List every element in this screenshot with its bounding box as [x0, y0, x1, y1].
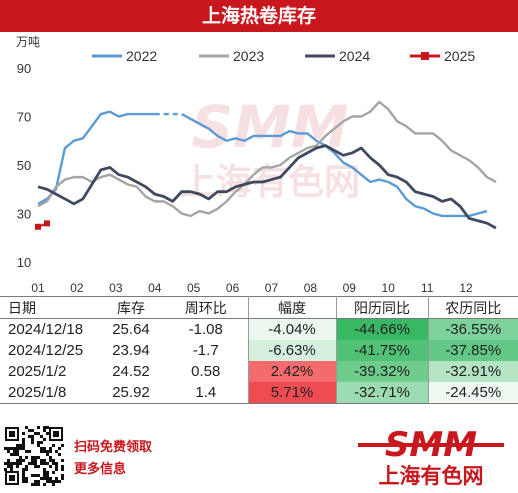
table-header-row: 日期 库存 周环比 幅度 阳历同比 农历同比: [0, 296, 518, 319]
header-wow: 周环比: [164, 296, 248, 319]
smm-watermark: SMM 上海有色网: [180, 93, 360, 203]
cell-lunar-yoy: -37.85%: [427, 340, 518, 361]
cell-solar-yoy: -44.66%: [335, 318, 428, 340]
x-tick-label: 09: [343, 281, 357, 294]
cell-amplitude: 2.42%: [247, 361, 336, 382]
y-tick-label: 10: [17, 255, 31, 270]
table-row: 2024/12/18 25.64 -1.08 -4.04% -44.66% -3…: [0, 318, 518, 340]
x-tick-label: 07: [265, 281, 279, 294]
x-tick-label: 01: [31, 281, 45, 294]
cell-wow: 0.58: [191, 363, 221, 380]
legend-label-2025: 2025: [444, 48, 475, 64]
series-2022-line: [181, 113, 488, 218]
x-tick-label: 04: [148, 281, 162, 294]
cell-wow: 1.4: [164, 382, 248, 404]
x-tick-label: 03: [109, 281, 123, 294]
header-inventory: 库存: [98, 296, 164, 319]
x-tick-label: 02: [70, 281, 84, 294]
x-tick-label: 08: [304, 281, 318, 294]
cell-date: 2025/1/2: [8, 363, 67, 380]
cell-solar-yoy: -32.71%: [335, 382, 428, 404]
y-tick-label: 90: [17, 61, 31, 76]
y-axis: 10 30 50 70 90: [17, 61, 31, 270]
x-axis: 01 02 03 04 05 06 07 08 09 10 11 12: [31, 281, 473, 294]
series-2022-line: [37, 110, 155, 205]
x-tick-label: 05: [187, 281, 201, 294]
cell-lunar-yoy: -36.55%: [427, 318, 518, 340]
cell-solar-yoy: -41.75%: [335, 340, 428, 361]
header-amplitude: 幅度: [247, 296, 336, 319]
cell-solar-yoy: -39.32%: [335, 361, 428, 382]
cell-inventory: 25.92: [98, 382, 164, 404]
inventory-line-chart: SMM 上海有色网 万吨 2022 2023 2024 2025 10 30 50 70 90…: [16, 35, 497, 294]
legend-label-2024: 2024: [339, 48, 370, 64]
smm-logo: SMM 上海有色网: [358, 426, 504, 488]
qr-code[interactable]: [4, 426, 64, 486]
legend-marker-2025: [421, 52, 429, 60]
inventory-table: 日期 库存 周环比 幅度 阳历同比 农历同比 2024/12/18 25.64 …: [0, 296, 518, 404]
table-row: 2025/1/8 25.92 1.4 5.71% -32.71% -24.45%: [0, 382, 518, 404]
series-2024-line: [37, 144, 497, 230]
x-tick-label: 12: [459, 281, 473, 294]
table-row: 2024/12/25 23.94 -1.7 -6.63% -41.75% -37…: [0, 340, 518, 361]
y-tick-label: 30: [17, 207, 31, 222]
promo-line-1[interactable]: 扫码免费领取: [74, 440, 153, 455]
cell-wow: -1.7: [192, 342, 219, 359]
cell-wow: -1.08: [188, 321, 223, 338]
cell-lunar-yoy: -32.91%: [427, 361, 518, 382]
logo-mark: SMM: [385, 426, 477, 465]
cell-lunar-yoy: -24.45%: [427, 382, 518, 404]
chart-title: 上海热卷库存: [201, 5, 316, 27]
logo-subtext: 上海有色网: [379, 464, 484, 488]
chart-title-banner: 上海热卷库存: [0, 0, 518, 32]
header-lunar-yoy: 农历同比: [427, 296, 518, 319]
cell-amplitude: 5.71%: [247, 382, 336, 404]
series-2023-line: [37, 100, 497, 218]
x-tick-label: 10: [382, 281, 396, 294]
header-solar-yoy: 阳历同比: [335, 296, 428, 319]
cell-inventory: 23.94: [112, 342, 150, 359]
legend: 2022 2023 2024 2025: [92, 48, 475, 64]
cell-inventory: 24.52: [112, 363, 150, 380]
cell-inventory: 25.64: [112, 321, 150, 338]
y-tick-label: 50: [17, 158, 31, 173]
promo-line-2[interactable]: 更多信息: [74, 462, 127, 477]
series-2025-line: [37, 222, 48, 228]
cell-date: 2025/1/8: [0, 382, 98, 404]
cell-amplitude: -4.04%: [247, 318, 336, 340]
x-tick-label: 11: [421, 281, 434, 294]
series-lines: [35, 100, 497, 230]
footer: 扫码免费领取 更多信息 SMM 上海有色网: [0, 424, 518, 493]
y-axis-unit: 万吨: [16, 35, 40, 49]
cell-amplitude: -6.63%: [247, 340, 336, 361]
y-tick-label: 70: [17, 110, 31, 125]
cell-date: 2024/12/18: [8, 321, 84, 338]
x-tick-label: 06: [226, 281, 240, 294]
header-date: 日期: [0, 296, 98, 319]
table-row: 2025/1/2 24.52 0.58 2.42% -39.32% -32.91…: [0, 361, 518, 382]
legend-label-2022: 2022: [126, 48, 157, 64]
legend-label-2023: 2023: [233, 48, 264, 64]
svg-text:SMM: SMM: [191, 93, 348, 161]
cell-date: 2024/12/25: [8, 342, 84, 359]
